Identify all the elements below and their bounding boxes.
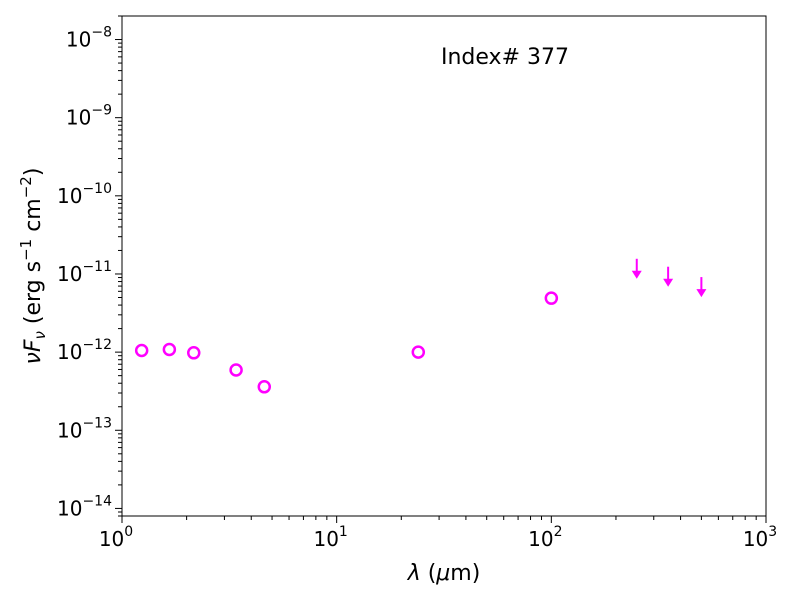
photometry-point: [229, 363, 243, 377]
index-annotation: Index# 377: [441, 45, 569, 70]
x-tick-label: 100: [99, 524, 133, 551]
photometry-point: [544, 291, 559, 305]
y-tick-label: 10−14: [57, 493, 112, 520]
y-axis-label: νFν (erg s−1 cm−2): [17, 168, 49, 365]
x-tick-label: 103: [743, 524, 777, 551]
upper-limit-arrowhead: [663, 278, 674, 287]
photometry-point: [162, 342, 177, 357]
x-tick-label: 101: [313, 524, 347, 551]
y-tick-label: 10−12: [57, 337, 112, 364]
upper-limit-marker: [696, 277, 707, 298]
upper-limit-marker: [663, 266, 674, 287]
upper-limit-marker: [631, 258, 642, 279]
y-tick-label: 10−13: [57, 415, 112, 442]
upper-limit-arrowhead: [631, 270, 642, 279]
y-tick-label: 10−8: [66, 25, 112, 52]
y-tick-label: 10−9: [66, 103, 112, 130]
photometry-point: [257, 380, 272, 394]
plot-layer: 100 101 102 103 10−14 10−13 10−12 10−11 10−10 10−…: [57, 15, 777, 551]
y-tick-label: 10−11: [57, 259, 112, 286]
plot-frame: [121, 15, 767, 517]
upper-limit-arrowhead: [696, 289, 707, 298]
photometry-point: [134, 343, 149, 358]
y-tick-label: 10−10: [57, 181, 112, 208]
photometry-point: [187, 346, 201, 360]
x-tick-label: 102: [528, 524, 562, 551]
photometry-point: [411, 345, 426, 359]
x-axis-label: λ (μm): [407, 561, 481, 586]
